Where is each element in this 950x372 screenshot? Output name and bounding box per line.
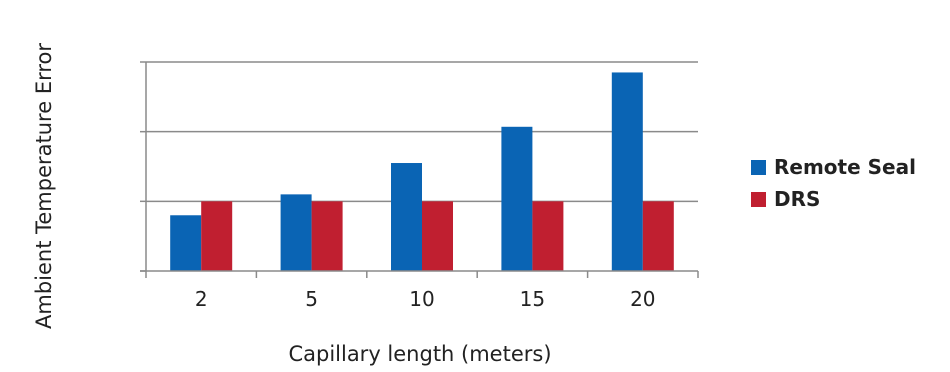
bars [170,72,674,271]
bar-drs-15 [532,201,564,271]
y-axis-title: Ambient Temperature Error [32,43,56,329]
legend-swatch [751,192,766,207]
bar-remote-seal-15 [501,126,533,271]
bar-remote-seal-2 [170,215,202,271]
bar-remote-seal-20 [611,72,643,271]
x-tick-label: 10 [409,287,434,311]
bar-drs-20 [642,201,674,271]
x-tick-labels: 2 5 10 15 20 [195,287,656,311]
axes [140,61,699,278]
bar-drs-10 [422,201,453,271]
x-tick-label: 2 [195,287,208,311]
x-tick-label: 20 [630,287,655,311]
x-tick-label: 5 [305,287,318,311]
bar-drs-5 [311,201,343,271]
x-tick-label: 15 [520,287,545,311]
bar-drs-2 [201,201,233,271]
x-axis-title: Capillary length (meters) [288,342,551,366]
legend-label: DRS [774,187,820,211]
legend: Remote Seal DRS [751,155,916,211]
legend-swatch [751,160,766,175]
bar-remote-seal-5 [280,194,312,271]
bar-remote-seal-10 [391,163,422,271]
legend-label: Remote Seal [774,155,916,179]
